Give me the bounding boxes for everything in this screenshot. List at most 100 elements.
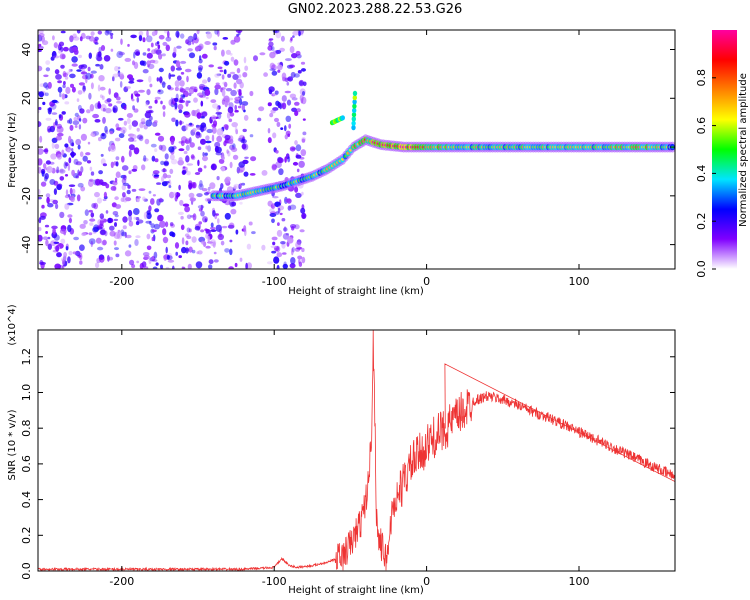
- noise-speck: [211, 164, 215, 170]
- noise-speck: [194, 225, 201, 231]
- noise-speck: [187, 48, 193, 52]
- noise-speck: [236, 33, 240, 37]
- noise-speck: [273, 245, 280, 252]
- snr-plot: -200 -100 0 100 0.0 0.2 0.4 0.6 0.8 1.0 1.2 Heigh…: [7, 304, 676, 596]
- noise-speck: [88, 238, 96, 245]
- y-tick-label: 0.2: [20, 527, 33, 545]
- noise-speck: [122, 192, 126, 198]
- spectrogram-y-ticks: -40 -20 0 20 40: [20, 43, 675, 254]
- noise-speck: [158, 53, 163, 60]
- noise-speck: [140, 117, 146, 125]
- noise-speck: [99, 86, 106, 91]
- noise-speck: [189, 122, 193, 126]
- noise-speck: [64, 203, 70, 210]
- noise-speck: [77, 144, 81, 150]
- noise-speck: [146, 52, 153, 59]
- noise-speck: [96, 56, 103, 62]
- noise-speck: [185, 247, 189, 254]
- noise-speck: [177, 103, 184, 110]
- noise-speck: [112, 73, 120, 78]
- noise-speck: [94, 191, 100, 198]
- noise-speck: [110, 161, 114, 168]
- spectrogram-x-label: Height of straight line (km): [288, 286, 424, 297]
- noise-speck: [143, 254, 150, 260]
- noise-speck: [289, 146, 296, 152]
- noise-speck: [287, 76, 294, 82]
- noise-speck: [110, 186, 117, 191]
- noise-speck: [285, 115, 292, 123]
- noise-speck: [54, 263, 62, 269]
- noise-speck: [125, 197, 132, 202]
- noise-speck: [59, 92, 62, 98]
- noise-speck: [41, 204, 45, 209]
- noise-speck: [205, 145, 209, 150]
- noise-speck: [133, 208, 140, 215]
- noise-speck: [53, 122, 56, 130]
- noise-speck: [271, 236, 278, 241]
- noise-speck: [152, 170, 160, 175]
- noise-speck: [213, 251, 217, 255]
- noise-speck: [273, 256, 280, 264]
- noise-speck: [113, 185, 117, 192]
- noise-speck: [58, 49, 63, 54]
- noise-speck: [89, 218, 96, 222]
- noise-speck: [61, 93, 66, 100]
- noise-speck: [145, 102, 149, 107]
- noise-speck: [248, 221, 253, 226]
- noise-speck: [219, 69, 224, 73]
- trace-spur: [351, 120, 356, 126]
- snr-x-label: Height of straight line (km): [288, 585, 424, 596]
- noise-speck: [102, 239, 107, 246]
- noise-speck: [65, 162, 69, 167]
- noise-speck: [201, 111, 208, 117]
- noise-speck: [274, 30, 278, 33]
- noise-speck: [239, 81, 244, 89]
- trace-spur: [340, 115, 345, 121]
- noise-speck: [214, 141, 221, 148]
- noise-speck: [269, 112, 274, 118]
- noise-speck: [154, 48, 159, 54]
- noise-speck: [139, 60, 145, 66]
- noise-speck: [240, 138, 247, 144]
- noise-speck: [115, 96, 121, 101]
- noise-speck: [187, 41, 192, 46]
- noise-speck: [210, 222, 214, 228]
- noise-speck: [168, 72, 171, 80]
- noise-speck: [186, 214, 192, 220]
- noise-speck: [131, 98, 135, 102]
- noise-speck: [269, 68, 276, 71]
- noise-speck: [297, 255, 303, 260]
- noise-speck: [212, 210, 216, 217]
- noise-speck: [44, 173, 49, 180]
- noise-speck: [301, 212, 307, 219]
- noise-speck: [210, 226, 216, 230]
- noise-speck: [158, 89, 161, 93]
- noise-speck: [102, 163, 107, 167]
- noise-speck: [210, 229, 217, 232]
- noise-speck: [302, 118, 306, 121]
- noise-speck: [128, 137, 135, 142]
- noise-speck: [234, 100, 241, 104]
- noise-speck: [270, 245, 278, 249]
- noise-speck: [130, 93, 134, 101]
- noise-speck: [127, 43, 130, 47]
- noise-speck: [154, 99, 158, 104]
- noise-speck: [44, 92, 49, 97]
- noise-speck: [168, 179, 172, 187]
- noise-speck: [300, 30, 304, 36]
- noise-speck: [134, 239, 139, 246]
- noise-speck: [182, 95, 185, 99]
- noise-speck: [270, 46, 275, 51]
- noise-speck: [301, 91, 306, 96]
- noise-speck: [175, 93, 179, 100]
- noise-speck: [180, 71, 185, 75]
- trace-spur: [352, 103, 357, 109]
- noise-speck: [148, 257, 152, 265]
- noise-speck: [301, 256, 306, 264]
- noise-speck: [185, 100, 189, 107]
- noise-speck: [166, 255, 173, 261]
- noise-speck: [158, 34, 165, 40]
- noise-speck: [39, 261, 46, 265]
- noise-speck: [176, 75, 182, 81]
- noise-speck: [186, 171, 191, 176]
